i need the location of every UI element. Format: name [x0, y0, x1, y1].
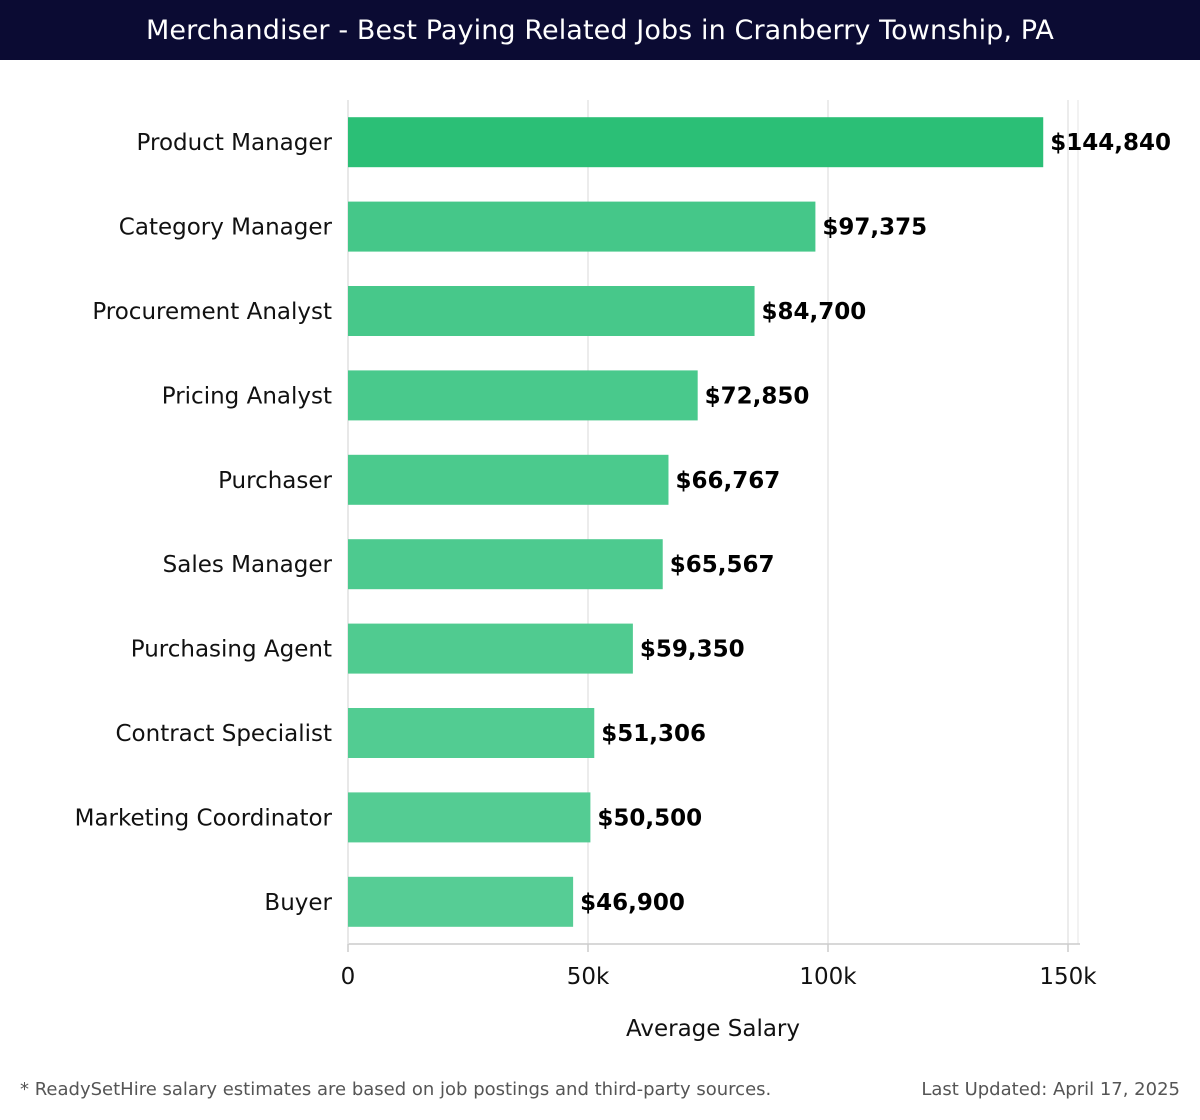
bar [348, 370, 698, 421]
x-tick-label: 150k [1039, 964, 1097, 990]
bars [348, 117, 1044, 927]
x-tick-label: 100k [799, 964, 857, 990]
category-label: Purchaser [218, 468, 332, 494]
chart-title: Merchandiser - Best Paying Related Jobs … [145, 14, 1055, 46]
bar [348, 876, 574, 927]
chart-header: Merchandiser - Best Paying Related Jobs … [0, 0, 1200, 60]
category-label: Marketing Coordinator [75, 805, 333, 831]
bar [348, 792, 591, 843]
bar [348, 117, 1044, 168]
category-label: Sales Manager [163, 552, 333, 578]
category-label: Buyer [264, 890, 332, 916]
bar [348, 201, 816, 252]
value-label: $50,500 [597, 805, 702, 831]
bar [348, 623, 633, 674]
category-label: Purchasing Agent [131, 637, 332, 663]
value-label: $66,767 [675, 468, 780, 494]
value-label: $46,900 [580, 890, 685, 916]
value-label: $51,306 [601, 721, 706, 747]
category-label: Contract Specialist [115, 721, 332, 747]
footer-note: * ReadySetHire salary estimates are base… [20, 1079, 772, 1100]
value-label: $65,567 [670, 552, 775, 578]
value-label: $59,350 [640, 637, 745, 663]
x-axis-title: Average Salary [626, 1016, 800, 1042]
category-label: Category Manager [119, 215, 333, 241]
category-label: Product Manager [137, 130, 333, 156]
bar [348, 708, 595, 758]
bar [348, 454, 669, 505]
category-label: Pricing Analyst [162, 383, 332, 409]
bar [348, 286, 755, 336]
category-label: Procurement Analyst [92, 299, 332, 325]
footer-updated: Last Updated: April 17, 2025 [921, 1079, 1180, 1100]
labels: 0 50k 100k 150k Product Manager $144,840 Categ… [75, 130, 1171, 990]
x-tick-label: 0 [341, 964, 356, 990]
value-label: $84,700 [762, 299, 867, 325]
value-label: $97,375 [822, 215, 927, 241]
bar [348, 539, 663, 590]
value-label: $144,840 [1050, 130, 1171, 156]
x-tick-label: 50k [567, 964, 610, 990]
value-label: $72,850 [705, 383, 810, 409]
